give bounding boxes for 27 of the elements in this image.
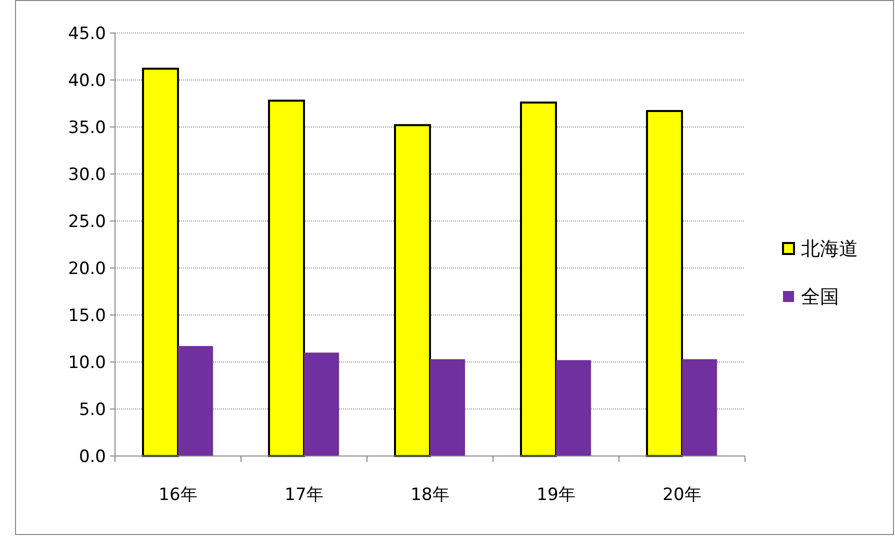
bar xyxy=(430,359,465,456)
legend-label: 北海道 xyxy=(801,238,858,260)
bar xyxy=(394,124,431,457)
y-tick-label: 10.0 xyxy=(68,353,106,373)
bar xyxy=(646,110,683,457)
y-tick-label: 35.0 xyxy=(68,118,106,138)
bar xyxy=(520,102,557,457)
x-tick-label: 18年 xyxy=(410,485,450,505)
y-tick-label: 5.0 xyxy=(78,400,106,420)
bar xyxy=(142,68,179,457)
y-tick-label: 25.0 xyxy=(68,212,106,232)
x-tick-label: 20年 xyxy=(662,485,702,505)
x-tick-label: 19年 xyxy=(536,485,576,505)
x-tick-label: 17年 xyxy=(284,485,324,505)
y-tick-label: 0.0 xyxy=(78,447,106,467)
legend-label: 全国 xyxy=(801,286,839,308)
y-tick-label: 40.0 xyxy=(68,71,106,91)
y-tick-label: 20.0 xyxy=(68,259,106,279)
bar xyxy=(682,359,717,456)
x-tick-label: 16年 xyxy=(158,485,198,505)
bar xyxy=(304,352,339,456)
y-tick-label: 45.0 xyxy=(68,24,106,44)
y-tick-label: 15.0 xyxy=(68,306,106,326)
bar xyxy=(268,100,305,457)
bar xyxy=(178,346,213,456)
y-tick-label: 30.0 xyxy=(68,165,106,185)
bar xyxy=(556,360,591,456)
